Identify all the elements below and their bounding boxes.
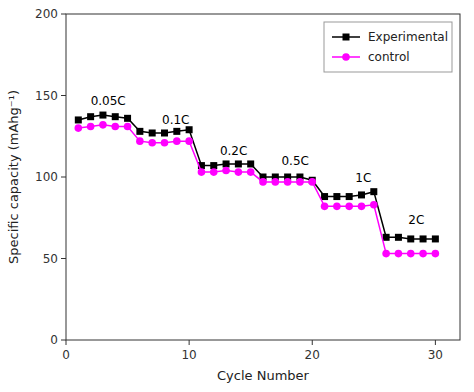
annotation: 0.1C <box>162 113 189 127</box>
point <box>419 250 427 258</box>
point <box>124 123 132 131</box>
annotations: 0.05C 0.1C 0.2C 0.5C 1C 2C <box>91 94 425 227</box>
point <box>99 112 106 119</box>
annotation: 0.2C <box>220 144 247 158</box>
x-tick <box>435 340 436 345</box>
point <box>370 188 377 195</box>
point <box>407 250 415 258</box>
point <box>124 115 131 122</box>
point <box>346 193 353 200</box>
point <box>247 160 254 167</box>
y-tick <box>61 14 66 15</box>
point <box>87 123 95 131</box>
annotation: 0.05C <box>91 94 126 108</box>
plot-frame <box>66 14 460 340</box>
y-tick <box>61 95 66 96</box>
x-tick <box>189 340 190 345</box>
annotation: 2C <box>408 213 424 227</box>
legend-label: control <box>368 50 410 64</box>
point <box>111 123 119 131</box>
annotation: 0.5C <box>281 154 308 168</box>
point <box>395 250 403 258</box>
annotation: 1C <box>355 171 371 185</box>
point <box>284 178 292 186</box>
point <box>272 178 280 186</box>
series-line <box>78 125 435 254</box>
point <box>358 191 365 198</box>
x-tick <box>66 340 67 345</box>
x-tick-label: 30 <box>428 348 443 362</box>
point <box>149 129 156 136</box>
point <box>87 113 94 120</box>
legend: Experimental control <box>324 22 452 72</box>
point <box>333 203 341 211</box>
y-tick <box>61 340 66 341</box>
point <box>185 137 193 145</box>
point <box>420 235 427 242</box>
point <box>247 168 255 176</box>
point <box>112 113 119 120</box>
point <box>222 167 230 175</box>
point <box>136 137 144 145</box>
y-tick-label: 200 <box>35 7 58 21</box>
point <box>358 203 366 211</box>
point <box>432 250 440 258</box>
series <box>75 121 440 257</box>
point <box>198 168 206 176</box>
chart: 0 10 20 30 0 50 100 150 200 Cycle Number Specific … <box>0 0 474 392</box>
y-tick-label: 100 <box>35 170 58 184</box>
point <box>321 193 328 200</box>
point <box>223 160 230 167</box>
point <box>259 178 267 186</box>
point <box>383 234 390 241</box>
x-tick <box>312 340 313 345</box>
point <box>370 201 378 209</box>
x-tick-label: 0 <box>62 348 70 362</box>
point <box>382 250 390 258</box>
point <box>407 235 414 242</box>
y-tick-label: 50 <box>43 252 58 266</box>
y-axis-label: Specific capacity (mAhg⁻¹) <box>6 90 21 264</box>
y-tick <box>61 177 66 178</box>
point <box>210 168 218 176</box>
point <box>99 121 107 129</box>
point <box>148 139 156 147</box>
axes: 0 10 20 30 0 50 100 150 200 <box>35 7 443 362</box>
point <box>345 203 353 211</box>
point <box>296 178 304 186</box>
point <box>75 124 83 132</box>
point <box>161 129 168 136</box>
point <box>333 193 340 200</box>
point <box>432 235 439 242</box>
legend-box <box>324 22 452 72</box>
point <box>321 203 329 211</box>
y-tick-label: 150 <box>35 89 58 103</box>
point <box>308 178 316 186</box>
point <box>161 139 169 147</box>
point <box>395 234 402 241</box>
point <box>173 137 181 145</box>
y-tick <box>61 258 66 259</box>
point <box>235 160 242 167</box>
point <box>235 168 243 176</box>
point <box>75 116 82 123</box>
legend-label: Experimental <box>368 30 448 44</box>
point <box>210 162 217 169</box>
legend-marker <box>343 34 350 41</box>
y-tick-label: 0 <box>50 333 58 347</box>
x-tick-label: 10 <box>181 348 196 362</box>
data <box>75 112 440 258</box>
x-tick-label: 20 <box>305 348 320 362</box>
legend-marker <box>342 53 350 61</box>
point <box>173 128 180 135</box>
point <box>136 128 143 135</box>
x-axis-label: Cycle Number <box>217 368 310 383</box>
